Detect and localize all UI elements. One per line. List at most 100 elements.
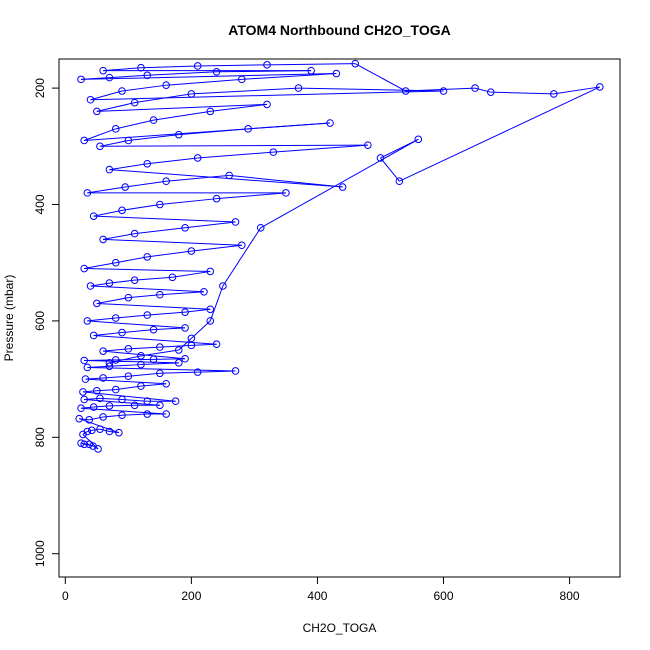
y-axis-label: Pressure (mbar) bbox=[2, 275, 16, 362]
data-point bbox=[174, 359, 183, 367]
series-line-segment bbox=[125, 180, 167, 188]
y-tick-label: 600 bbox=[33, 311, 47, 331]
series-line-segment bbox=[115, 119, 154, 130]
series-line-segment bbox=[84, 359, 179, 364]
series-line-segment bbox=[82, 431, 88, 435]
series-line-segment bbox=[84, 128, 116, 141]
data-point bbox=[162, 81, 170, 89]
data-point bbox=[256, 223, 265, 232]
data-point bbox=[83, 427, 92, 436]
data-point bbox=[162, 177, 170, 186]
data-point bbox=[130, 276, 139, 284]
x-tick-label: 800 bbox=[560, 589, 580, 603]
data-point bbox=[93, 386, 101, 395]
data-point bbox=[414, 135, 423, 144]
data-point bbox=[130, 401, 139, 410]
series-line-segment bbox=[178, 338, 192, 351]
data-point bbox=[156, 401, 164, 410]
series-line-segment bbox=[115, 256, 148, 264]
x-tick-label: 0 bbox=[62, 589, 69, 603]
data-point bbox=[130, 98, 139, 107]
data-point bbox=[85, 440, 94, 449]
series-line-segment bbox=[87, 320, 186, 329]
data-point bbox=[326, 119, 334, 127]
data-point bbox=[171, 397, 180, 406]
series-line-segment bbox=[147, 157, 198, 165]
data-point bbox=[143, 159, 152, 168]
data-point bbox=[143, 253, 152, 261]
series-line-segment bbox=[166, 174, 230, 182]
data-point bbox=[137, 382, 145, 390]
series-line-segment bbox=[216, 192, 286, 200]
data-point bbox=[86, 95, 95, 104]
series-line-segment bbox=[81, 407, 167, 415]
data-point bbox=[212, 194, 221, 203]
series-line-segment bbox=[153, 110, 211, 121]
data-point bbox=[99, 374, 107, 382]
data-point bbox=[200, 288, 208, 296]
series-line-segment bbox=[159, 198, 217, 206]
series-line-segment bbox=[134, 227, 186, 235]
series-line-segment bbox=[147, 250, 192, 258]
series-line-segment bbox=[185, 308, 211, 313]
data-point bbox=[86, 282, 95, 290]
series-line-segment bbox=[147, 311, 186, 316]
series-line-segment bbox=[147, 71, 217, 76]
data-point bbox=[77, 75, 85, 84]
data-point bbox=[263, 100, 271, 109]
series-line-segment bbox=[84, 262, 116, 270]
data-point bbox=[168, 273, 177, 282]
data-point bbox=[118, 411, 126, 419]
data-point bbox=[105, 359, 114, 367]
data-point bbox=[471, 84, 479, 92]
series-line-segment bbox=[159, 344, 192, 348]
series-line-segment bbox=[121, 84, 167, 92]
series-line-segment bbox=[103, 238, 242, 246]
data-point bbox=[193, 368, 202, 376]
data-point bbox=[174, 346, 183, 354]
series-line-segment bbox=[172, 270, 211, 278]
data-point bbox=[143, 311, 152, 319]
data-point bbox=[294, 84, 303, 92]
data-point bbox=[162, 379, 170, 388]
series-line-segment bbox=[96, 103, 268, 112]
data-point bbox=[149, 325, 158, 334]
data-point bbox=[105, 402, 114, 410]
series-line-segment bbox=[140, 65, 198, 69]
series-line-segment bbox=[109, 74, 148, 79]
data-point bbox=[156, 343, 164, 351]
series-line-segment bbox=[99, 144, 368, 147]
data-point bbox=[124, 345, 133, 353]
series-line-segment bbox=[140, 383, 167, 387]
data-point bbox=[156, 290, 164, 299]
data-point bbox=[80, 440, 89, 449]
series-line-segment bbox=[121, 204, 160, 211]
series-line-segment bbox=[209, 285, 224, 322]
data-point bbox=[111, 258, 120, 267]
series-line-segment bbox=[490, 91, 554, 95]
data-group bbox=[75, 59, 604, 453]
series-line-segment bbox=[96, 297, 129, 304]
data-point bbox=[338, 183, 347, 191]
data-point bbox=[105, 165, 114, 174]
data-point bbox=[212, 340, 221, 348]
series-line-segment bbox=[267, 63, 356, 66]
data-point bbox=[137, 63, 145, 72]
data-point bbox=[181, 324, 189, 332]
series-line-segment bbox=[197, 64, 268, 67]
data-point bbox=[156, 200, 164, 209]
data-point bbox=[118, 395, 126, 404]
data-point bbox=[87, 426, 96, 435]
data-point bbox=[111, 385, 120, 394]
x-tick-label: 200 bbox=[181, 589, 201, 603]
series-line-segment bbox=[99, 139, 129, 147]
series-line-segment bbox=[191, 87, 299, 95]
data-point bbox=[124, 372, 133, 381]
data-point bbox=[137, 352, 145, 360]
series-line-segment bbox=[355, 63, 406, 92]
series-line-segment bbox=[140, 349, 179, 357]
series-line-segment bbox=[103, 67, 141, 72]
data-point bbox=[181, 308, 189, 316]
data-point bbox=[206, 267, 215, 276]
data-point bbox=[162, 410, 170, 418]
